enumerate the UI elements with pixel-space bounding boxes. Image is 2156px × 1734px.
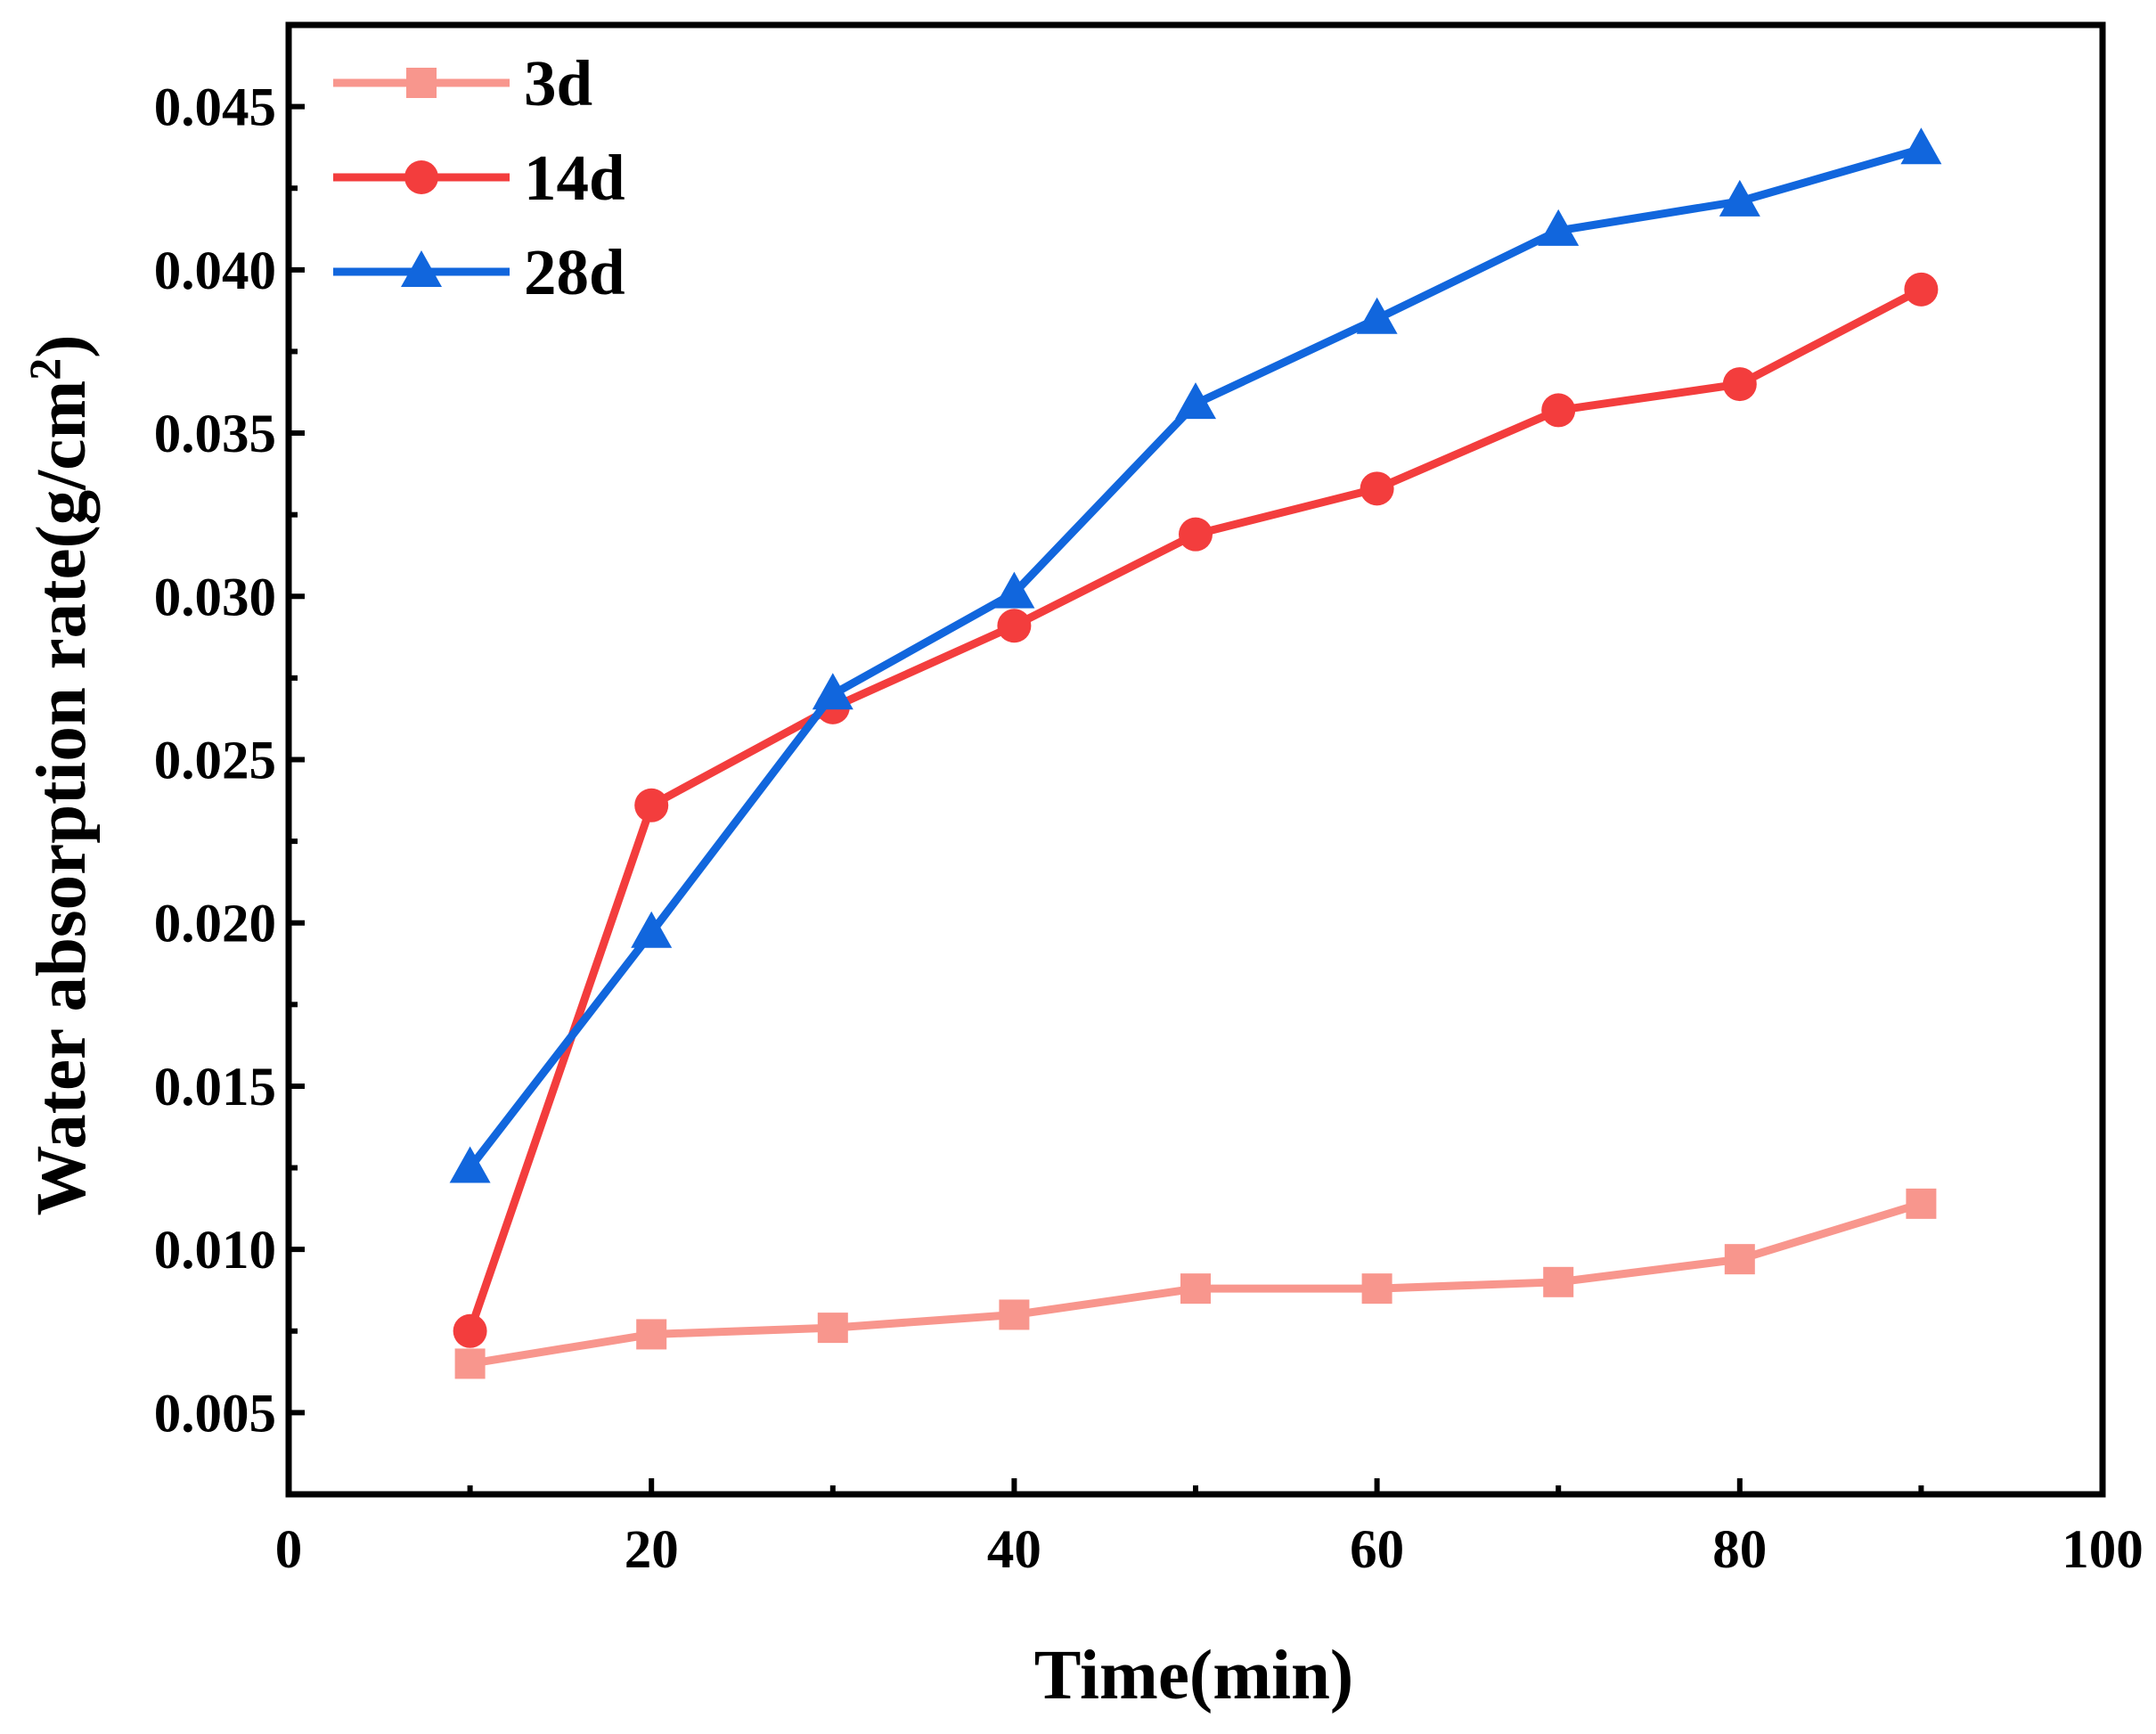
y-tick-label: 0.015: [154, 1058, 276, 1117]
data-point-14d: [1541, 393, 1576, 428]
y-tick-label: 0.030: [154, 568, 276, 627]
x-axis: 0 20 40 60 80 100: [275, 1478, 2144, 1580]
data-point-28d: [812, 673, 853, 710]
legend-marker-14d: [404, 160, 438, 194]
x-tick-label: 40: [987, 1520, 1041, 1580]
x-axis-title: Time(min): [1034, 1637, 1353, 1714]
data-point-3d: [1361, 1273, 1392, 1305]
data-point-28d: [1175, 382, 1216, 420]
y-tick-label: 0.040: [154, 241, 276, 301]
data-point-28d: [1719, 179, 1760, 217]
legend-label: 14d: [524, 142, 625, 214]
plot-frame: [285, 21, 2106, 1498]
data-point-28d: [993, 571, 1035, 609]
data-point-28d: [1900, 127, 1942, 165]
data-point-3d: [636, 1319, 667, 1350]
data-point-3d: [1906, 1188, 1937, 1219]
series-layer: [449, 127, 1942, 1379]
x-tick-label: 0: [275, 1520, 303, 1580]
data-point-14d: [1179, 517, 1213, 552]
y-tick-label: 0.005: [154, 1384, 276, 1444]
legend-item-28d: 28d: [333, 236, 625, 308]
y-axis-title-close: ): [23, 335, 101, 358]
legend-marker-28d: [401, 250, 442, 287]
legend: 3d 14d 28d: [333, 47, 625, 308]
x-tick-label: 60: [1350, 1520, 1404, 1580]
y-axis: 0.005 0.010 0.015 0.020 0.025 0.030 0.035 0.040…: [154, 78, 305, 1444]
data-point-3d: [454, 1348, 486, 1379]
legend-marker-3d: [406, 68, 437, 98]
data-point-28d: [1356, 297, 1398, 334]
data-point-3d: [999, 1299, 1030, 1330]
series-28d: [449, 127, 1942, 1183]
legend-label: 3d: [524, 47, 592, 119]
y-tick-label: 0.025: [154, 732, 276, 791]
legend-item-14d: 14d: [333, 142, 625, 214]
series-line-28d: [467, 144, 1923, 1171]
data-point-28d: [1538, 209, 1580, 246]
y-axis-title-superscript: 2: [20, 358, 69, 380]
legend-label: 28d: [524, 236, 625, 308]
y-axis-title-main: Water absorption rate(g/cm: [23, 380, 101, 1216]
y-axis-title: Water absorption rate(g/cm2): [20, 335, 101, 1216]
y-tick-label: 0.010: [154, 1221, 276, 1280]
data-point-14d: [634, 788, 669, 822]
data-point-3d: [817, 1313, 848, 1344]
data-point-14d: [997, 609, 1032, 643]
y-tick-label: 0.035: [154, 405, 276, 464]
data-point-3d: [1543, 1266, 1574, 1297]
y-tick-label: 0.020: [154, 895, 276, 954]
data-point-14d: [1904, 272, 1939, 307]
data-point-3d: [1724, 1244, 1755, 1275]
data-point-14d: [1360, 471, 1394, 506]
series-3d: [454, 1188, 1937, 1379]
data-point-28d: [631, 911, 673, 948]
x-tick-label: 100: [2062, 1520, 2144, 1580]
x-tick-label: 80: [1712, 1520, 1767, 1580]
data-point-14d: [453, 1313, 487, 1348]
y-tick-label: 0.045: [154, 78, 276, 138]
series-line-14d: [466, 285, 1923, 1333]
series-14d: [453, 272, 1939, 1348]
data-point-14d: [1722, 367, 1757, 402]
data-point-28d: [449, 1146, 491, 1183]
legend-item-3d: 3d: [333, 47, 592, 119]
data-point-3d: [1180, 1273, 1211, 1305]
x-tick-label: 20: [625, 1520, 679, 1580]
